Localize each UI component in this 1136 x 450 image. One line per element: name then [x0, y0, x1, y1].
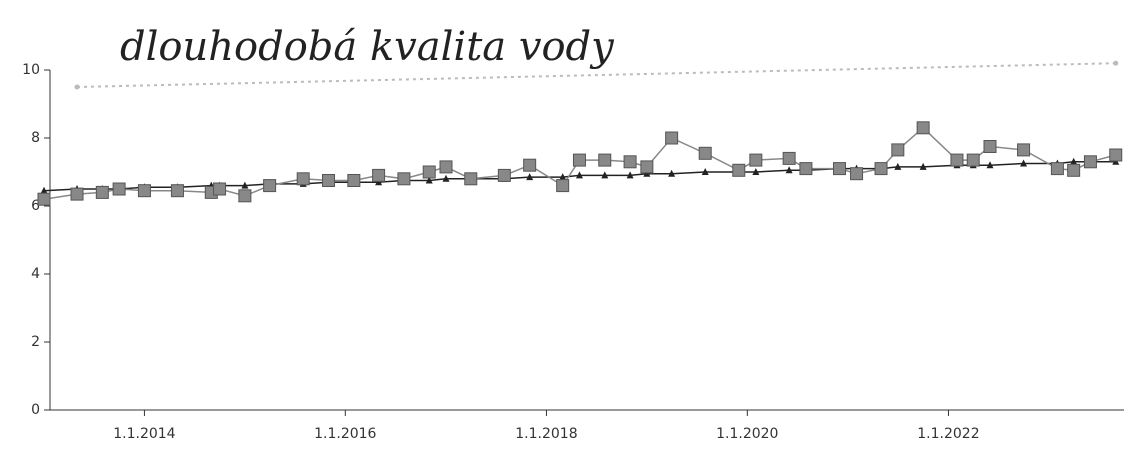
- marker: [1050, 162, 1064, 176]
- marker: [1070, 157, 1078, 165]
- marker: [668, 169, 676, 177]
- marker: [874, 162, 888, 176]
- marker: [986, 161, 994, 169]
- y-tick-label: 8: [31, 130, 40, 146]
- y-tick-label: 6: [31, 198, 40, 214]
- y-tick-label: 0: [31, 402, 40, 418]
- marker: [891, 143, 905, 157]
- marker: [983, 140, 997, 153]
- marker: [665, 131, 679, 145]
- marker: [1109, 148, 1123, 162]
- marker: [575, 171, 583, 179]
- marker: [238, 189, 252, 203]
- marker: [442, 174, 450, 182]
- marker: [752, 168, 760, 175]
- marker: [70, 187, 84, 201]
- marker: [572, 153, 586, 167]
- marker: [832, 162, 846, 176]
- marker: [1020, 159, 1028, 167]
- marker: [397, 172, 411, 186]
- marker: [439, 160, 453, 174]
- marker: [526, 173, 534, 181]
- marker: [556, 179, 570, 193]
- marker: [497, 168, 511, 182]
- marker: [112, 182, 126, 196]
- marker: [698, 146, 712, 160]
- x-tick-label: 1.1.2022: [917, 426, 979, 442]
- x-tick-label: 1.1.2014: [113, 426, 175, 442]
- marker: [347, 174, 361, 187]
- marker: [263, 179, 277, 193]
- marker: [74, 84, 80, 90]
- marker: [137, 184, 151, 198]
- y-tick-label: 4: [31, 266, 40, 282]
- chart-title: dlouhodobá kvalita vody: [120, 24, 615, 70]
- marker: [950, 153, 964, 167]
- series-line: [76, 62, 1116, 88]
- marker: [701, 168, 709, 175]
- marker: [732, 163, 746, 177]
- marker: [749, 153, 763, 167]
- marker: [626, 171, 634, 179]
- marker: [1113, 60, 1119, 66]
- marker: [640, 160, 654, 174]
- marker: [919, 162, 927, 170]
- marker: [241, 181, 249, 189]
- marker: [170, 184, 184, 198]
- marker: [559, 173, 567, 181]
- marker: [1083, 155, 1097, 169]
- marker: [894, 162, 902, 170]
- marker: [598, 153, 612, 167]
- marker: [40, 186, 48, 194]
- marker: [623, 155, 637, 169]
- marker: [322, 174, 336, 187]
- marker: [296, 172, 310, 186]
- marker: [785, 166, 793, 174]
- marker: [95, 185, 109, 199]
- marker: [425, 176, 433, 184]
- marker: [782, 151, 796, 165]
- x-tick-label: 1.1.2020: [716, 426, 778, 442]
- marker: [523, 158, 537, 172]
- marker: [601, 171, 609, 179]
- marker: [464, 172, 478, 186]
- marker: [213, 182, 227, 196]
- marker: [850, 167, 864, 181]
- y-tick-label: 2: [31, 334, 40, 350]
- marker: [916, 121, 930, 135]
- marker: [1017, 143, 1031, 157]
- marker: [422, 165, 436, 179]
- y-tick-label: 10: [22, 62, 40, 78]
- marker: [1067, 163, 1081, 177]
- marker: [966, 153, 980, 167]
- marker: [372, 168, 386, 182]
- marker: [799, 162, 813, 176]
- x-tick-label: 1.1.2018: [515, 426, 577, 442]
- marker: [37, 192, 51, 206]
- x-tick-label: 1.1.2016: [314, 426, 376, 442]
